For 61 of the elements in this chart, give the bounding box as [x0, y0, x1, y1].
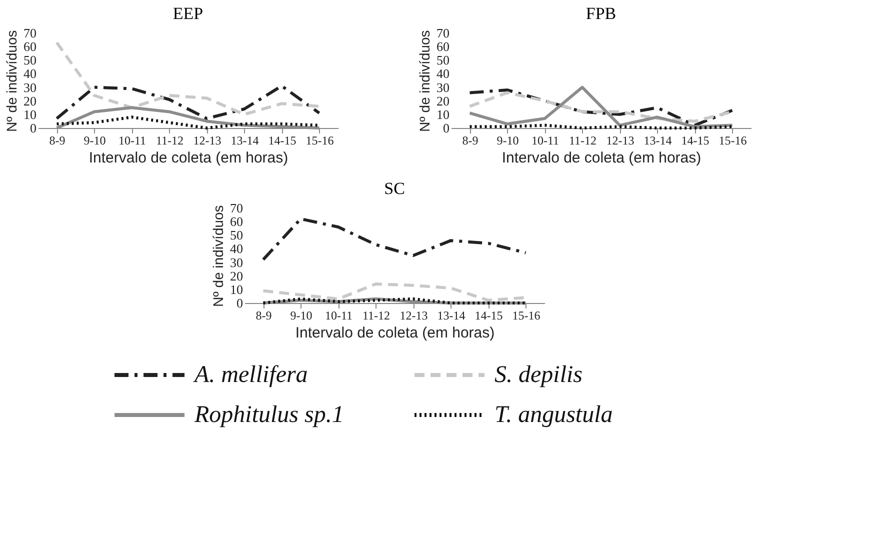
y-tick-label: 30: [24, 80, 36, 95]
x-tick-label: 9-10: [290, 308, 312, 322]
y-tick-label: 70: [436, 26, 450, 40]
legend-label: Rophitulus sp.1: [194, 402, 344, 428]
y-axis-title: Nº de indivíduos: [416, 30, 432, 132]
legend-label: A. mellifera: [192, 362, 308, 388]
y-tick-label: 50: [24, 52, 36, 68]
y-tick-label: 20: [24, 93, 36, 108]
x-tick-label: 9-10: [496, 134, 519, 148]
x-tick-label: 8-9: [49, 134, 66, 148]
y-tick-label: 70: [230, 200, 243, 216]
y-tick-label: 60: [230, 214, 243, 230]
y-tick-label: 20: [436, 93, 450, 108]
x-axis-title: Intervalo de coleta (em horas): [295, 324, 495, 342]
x-tick-label: 12-13: [606, 134, 634, 148]
chart-title: SC: [384, 179, 405, 198]
legend-label: S. depilis: [494, 362, 582, 388]
y-axis-title: Nº de indivíduos: [4, 30, 20, 132]
x-tick-label: 10-11: [531, 134, 560, 148]
y-tick-label: 50: [230, 228, 243, 243]
x-tick-label: 13-14: [230, 134, 259, 148]
y-tick-label: 10: [230, 282, 243, 297]
y-tick-label: 40: [436, 66, 450, 82]
x-tick-label: 15-16: [512, 308, 540, 322]
x-tick-label: 12-13: [193, 134, 222, 148]
x-tick-label: 11-12: [156, 134, 184, 148]
chart-title: FPB: [586, 4, 616, 23]
x-axis-title: Intervalo de coleta (em horas): [88, 150, 288, 166]
chart-title: EEP: [172, 4, 204, 23]
y-tick-label: 30: [436, 80, 450, 95]
y-tick-label: 10: [436, 106, 450, 122]
y-tick-label: 70: [24, 26, 36, 40]
y-tick-label: 0: [236, 296, 243, 310]
x-tick-label: 8-9: [256, 308, 272, 322]
y-tick-label: 40: [230, 241, 243, 256]
y-axis-title: Nº de indivíduos: [210, 205, 226, 307]
x-tick-label: 10-11: [118, 134, 146, 148]
y-tick-label: 50: [436, 52, 450, 68]
x-tick-label: 13-14: [437, 308, 466, 322]
x-tick-label: 9-10: [84, 134, 106, 148]
y-tick-label: 0: [30, 120, 36, 136]
y-tick-label: 40: [24, 66, 36, 82]
x-tick-label: 11-12: [362, 308, 390, 322]
x-tick-label: 13-14: [644, 134, 672, 148]
x-tick-label: 10-11: [324, 308, 353, 322]
x-tick-label: 14-15: [681, 134, 710, 148]
legend-label: T. angustula: [494, 402, 613, 428]
y-tick-label: 20: [230, 268, 243, 284]
x-axis-title: Intervalo de coleta (em horas): [502, 150, 702, 166]
y-tick-label: 0: [443, 120, 450, 136]
x-tick-label: 12-13: [400, 308, 428, 322]
x-tick-label: 8-9: [462, 134, 478, 148]
x-tick-label: 15-16: [306, 134, 334, 148]
y-tick-label: 60: [436, 39, 450, 54]
y-tick-label: 60: [24, 39, 36, 54]
x-tick-label: 15-16: [718, 134, 747, 148]
y-tick-label: 10: [24, 106, 36, 122]
x-tick-label: 11-12: [568, 134, 597, 148]
x-tick-label: 14-15: [268, 134, 296, 148]
x-tick-label: 14-15: [474, 308, 503, 322]
y-tick-label: 30: [230, 254, 243, 270]
